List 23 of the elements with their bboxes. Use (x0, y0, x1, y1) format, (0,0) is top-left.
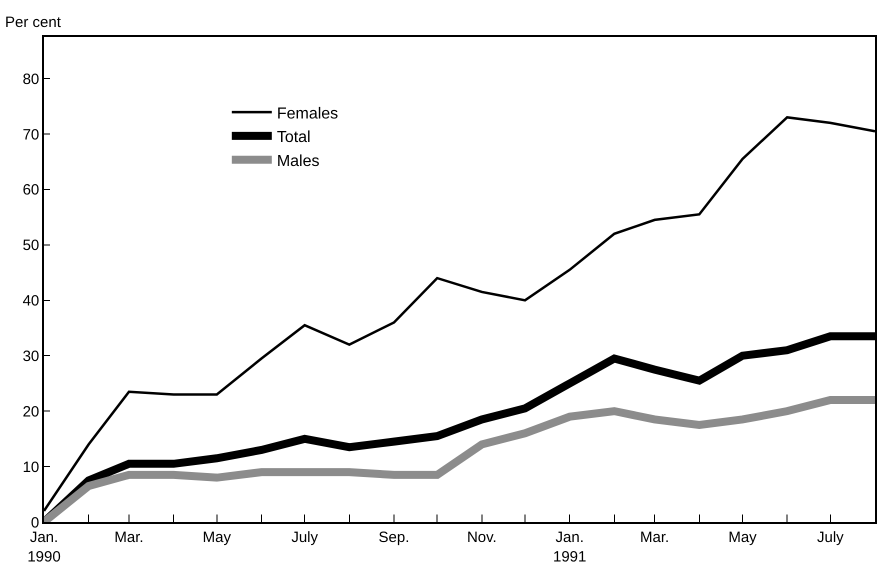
x-tick-label: July (817, 528, 844, 546)
x-tick-label: Mar. (114, 528, 144, 546)
x-tick-label: May (728, 528, 758, 546)
y-axis-title: Per cent (5, 14, 62, 31)
y-tick-label: 0 (30, 514, 40, 532)
y-tick-label: 30 (22, 348, 40, 365)
y-tick-label: 40 (22, 292, 40, 310)
legend-label: Total (276, 129, 311, 146)
y-tick-label: 60 (22, 182, 40, 199)
x-tick-label: July (291, 528, 319, 546)
x-tick-label: Nov. (466, 528, 497, 546)
y-tick-label: 80 (22, 70, 40, 88)
legend-label: Females (276, 105, 338, 122)
y-tick-label: 50 (22, 237, 40, 254)
y-tick-label: 10 (22, 458, 40, 476)
y-tick-label: 70 (22, 126, 40, 144)
x-tick-label: Jan. 1991 (552, 528, 586, 566)
x-tick-label: May (202, 528, 232, 546)
x-tick-label: Sep. (378, 528, 410, 546)
x-tick-label: Jan. 1990 (27, 528, 61, 566)
y-tick-label: 20 (22, 403, 40, 420)
x-tick-label: Mar. (640, 528, 670, 546)
legend-label: Males (276, 152, 320, 170)
